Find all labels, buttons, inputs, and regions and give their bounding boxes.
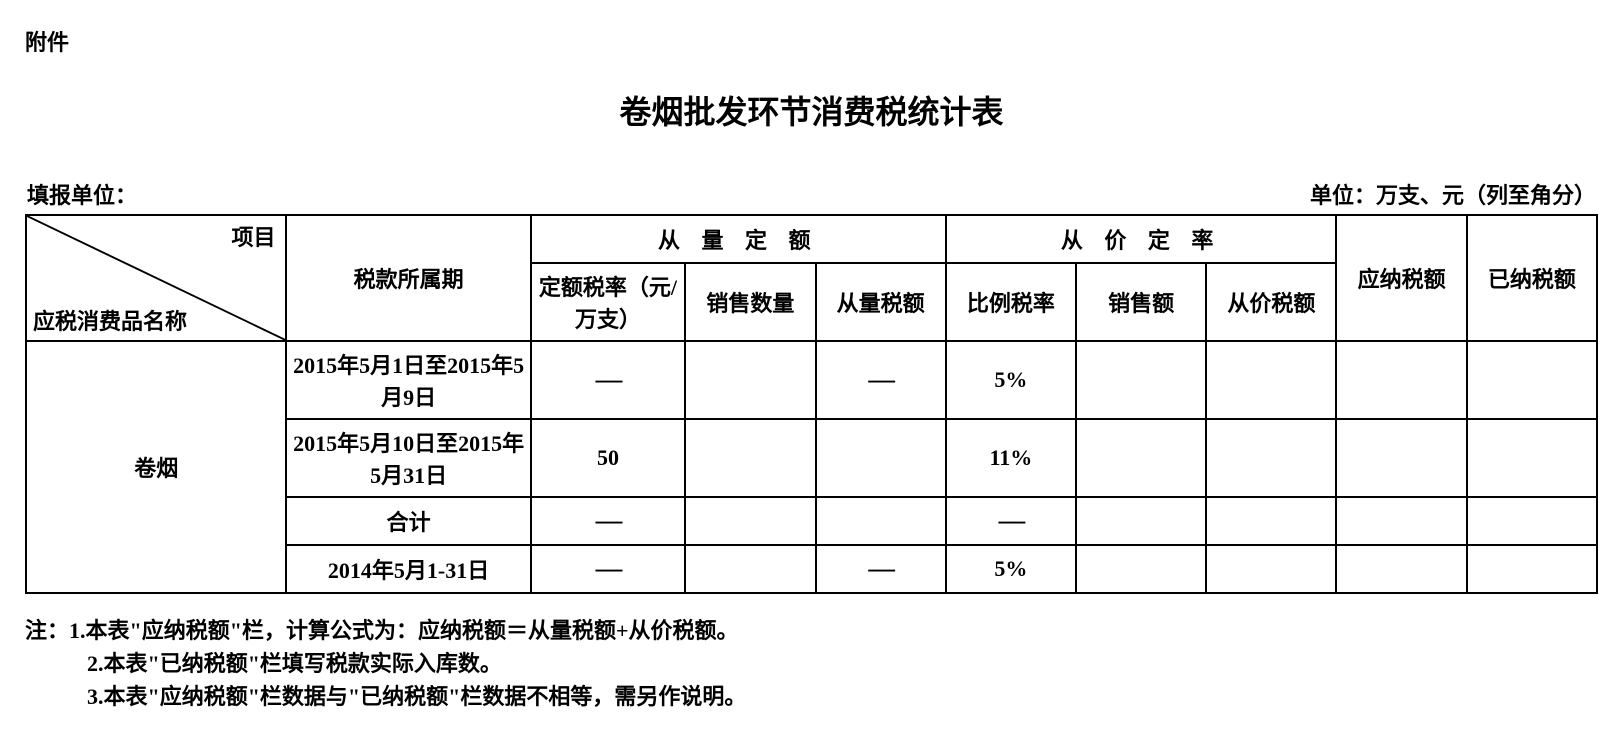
price-tax-cell [1206, 419, 1336, 497]
page-title: 卷烟批发环节消费税统计表 [25, 87, 1598, 133]
payable-cell [1336, 341, 1466, 419]
note-line-2: 2.本表"已纳税额"栏填写税款实际入库数。 [25, 647, 1598, 680]
table-body: 卷烟 2015年5月1日至2015年5月9日 ----- ----- 5% 20… [26, 341, 1597, 593]
period-cell: 2015年5月1日至2015年5月9日 [286, 341, 530, 419]
sales-qty-cell [685, 341, 815, 419]
header-price-group: 从 价 定 率 [946, 215, 1337, 263]
fixed-rate-cell: ----- [531, 341, 686, 419]
paid-cell [1467, 545, 1597, 593]
period-cell: 2014年5月1-31日 [286, 545, 530, 593]
notes-section: 注：1.本表"应纳税额"栏，计算公式为：应纳税额＝从量税额+从价税额。 2.本表… [25, 614, 1598, 713]
price-tax-cell [1206, 341, 1336, 419]
diag-header-cell: 项目 应税消费品名称 [26, 215, 286, 341]
unit-label: 单位：万支、元（列至角分） [1310, 178, 1596, 210]
header-tax-period: 税款所属期 [286, 215, 530, 341]
diag-top-label: 项目 [231, 220, 275, 252]
diag-bottom-label: 应税消费品名称 [33, 304, 187, 336]
fixed-rate-cell: ----- [531, 545, 686, 593]
header-quantity-group: 从 量 定 额 [531, 215, 946, 263]
fixed-rate-cell: 50 [531, 419, 686, 497]
tax-table: 项目 应税消费品名称 税款所属期 从 量 定 额 从 价 定 率 应纳税额 已纳… [25, 214, 1598, 594]
qty-tax-cell: ----- [816, 545, 946, 593]
payable-cell [1336, 497, 1466, 545]
table-row: 卷烟 2015年5月1日至2015年5月9日 ----- ----- 5% [26, 341, 1597, 419]
sales-qty-cell [685, 497, 815, 545]
note-line-3: 3.本表"应纳税额"栏数据与"已纳税额"栏数据不相等，需另作说明。 [25, 680, 1598, 713]
note-line-1: 注：1.本表"应纳税额"栏，计算公式为：应纳税额＝从量税额+从价税额。 [25, 614, 1598, 647]
header-payable: 应纳税额 [1336, 215, 1466, 341]
product-name-cell: 卷烟 [26, 341, 286, 593]
header-sales-qty: 销售数量 [685, 263, 815, 341]
pct-rate-cell: 11% [946, 419, 1076, 497]
qty-tax-cell [816, 497, 946, 545]
pct-rate-cell: ----- [946, 497, 1076, 545]
price-tax-cell [1206, 545, 1336, 593]
payable-cell [1336, 419, 1466, 497]
note-item: 1.本表"应纳税额"栏，计算公式为：应纳税额＝从量税额+从价税额。 [69, 618, 738, 643]
sales-amt-cell [1076, 419, 1206, 497]
meta-row: 填报单位： 单位：万支、元（列至角分） [25, 178, 1598, 210]
payable-cell [1336, 545, 1466, 593]
notes-label: 注： [25, 614, 69, 647]
qty-tax-cell [816, 419, 946, 497]
pct-rate-cell: 5% [946, 545, 1076, 593]
header-paid: 已纳税额 [1467, 215, 1597, 341]
header-fixed-rate: 定额税率（元/万支） [531, 263, 686, 341]
header-sales-amt: 销售额 [1076, 263, 1206, 341]
sales-qty-cell [685, 419, 815, 497]
filing-unit-label: 填报单位： [27, 178, 137, 210]
paid-cell [1467, 497, 1597, 545]
paid-cell [1467, 341, 1597, 419]
sales-amt-cell [1076, 497, 1206, 545]
header-row-1: 项目 应税消费品名称 税款所属期 从 量 定 额 从 价 定 率 应纳税额 已纳… [26, 215, 1597, 263]
period-cell: 合计 [286, 497, 530, 545]
fixed-rate-cell: ----- [531, 497, 686, 545]
period-cell: 2015年5月10日至2015年5月31日 [286, 419, 530, 497]
attachment-label: 附件 [25, 25, 1598, 57]
header-price-tax: 从价税额 [1206, 263, 1336, 341]
header-pct-rate: 比例税率 [946, 263, 1076, 341]
header-qty-tax: 从量税额 [816, 263, 946, 341]
paid-cell [1467, 419, 1597, 497]
sales-amt-cell [1076, 545, 1206, 593]
pct-rate-cell: 5% [946, 341, 1076, 419]
sales-qty-cell [685, 545, 815, 593]
qty-tax-cell: ----- [816, 341, 946, 419]
price-tax-cell [1206, 497, 1336, 545]
sales-amt-cell [1076, 341, 1206, 419]
